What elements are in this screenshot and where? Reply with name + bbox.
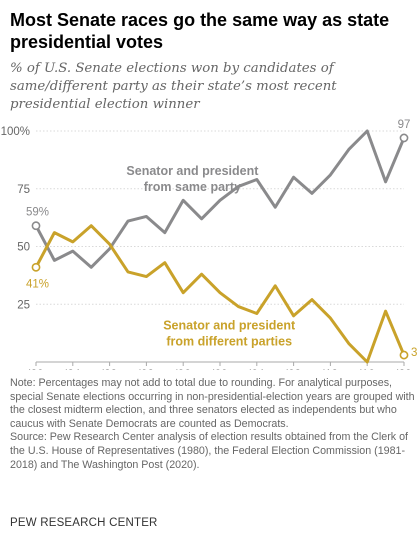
series-lines	[31, 129, 409, 364]
annotation-line: Senator and president	[126, 164, 259, 178]
series-line-different-parties	[34, 224, 406, 364]
x-tick-label: '84	[65, 369, 81, 370]
y-tick-label: 100%	[1, 126, 30, 138]
x-tick-label: '08	[286, 369, 301, 370]
brand-logo-text: PEW RESEARCH CENTER	[10, 517, 158, 529]
x-tick-label: '88	[102, 369, 117, 370]
x-tick-label: '00	[213, 369, 228, 370]
x-tick-label: '04	[249, 369, 265, 370]
x-tick-label: '92	[139, 369, 154, 370]
source-text: Source: Pew Research Center analysis of …	[10, 431, 409, 471]
start-point-marker	[31, 221, 41, 231]
annotation-line: from different parties	[166, 335, 292, 349]
note-text: Note: Percentages may not add to total d…	[10, 377, 415, 430]
y-axis-tick-labels: 25 50 75 100%	[1, 126, 30, 311]
start-point-marker	[31, 262, 41, 272]
x-tick-label: '16	[360, 369, 375, 370]
start-label-same-party: 59%	[26, 207, 49, 219]
end-label-different-parties: 3	[411, 347, 417, 359]
chart-title: Most Senate races go the same way as sta…	[10, 10, 390, 52]
annotation-same-party: Senator and president from same party	[126, 164, 259, 194]
start-label-different-parties: 41%	[26, 278, 49, 290]
chart-subtitle: % of U.S. Senate elections won by candid…	[10, 61, 337, 112]
annotation-different-parties: Senator and president from different part…	[163, 319, 296, 349]
annotation-line: from same party	[144, 180, 241, 194]
x-axis-tick-labels: '80 '84 '88 '92 '96 '00 '04 '08 '12 '16 '20	[29, 362, 412, 370]
x-tick-label: '12	[323, 369, 338, 370]
end-label-same-party: 97	[398, 119, 411, 131]
series-annotations: 59% 97 41% 3 Senator and president from same …	[26, 119, 417, 359]
x-tick-label: '20	[397, 369, 412, 370]
end-point-marker	[399, 133, 409, 143]
y-tick-label: 50	[17, 242, 30, 254]
series-line-same-party	[34, 129, 406, 269]
y-tick-label: 75	[17, 184, 30, 196]
chart-notes: Note: Percentages may not add to total d…	[10, 377, 415, 472]
end-point-marker	[399, 350, 409, 360]
x-tick-label: '96	[176, 369, 191, 370]
annotation-line: Senator and president	[163, 319, 296, 333]
line-chart: 25 50 75 100% '80 '84 '88 '92 '96 '00 '04 '08 '12 '1…	[1, 119, 418, 370]
x-tick-label: '80	[29, 369, 44, 370]
y-tick-label: 25	[17, 299, 30, 311]
